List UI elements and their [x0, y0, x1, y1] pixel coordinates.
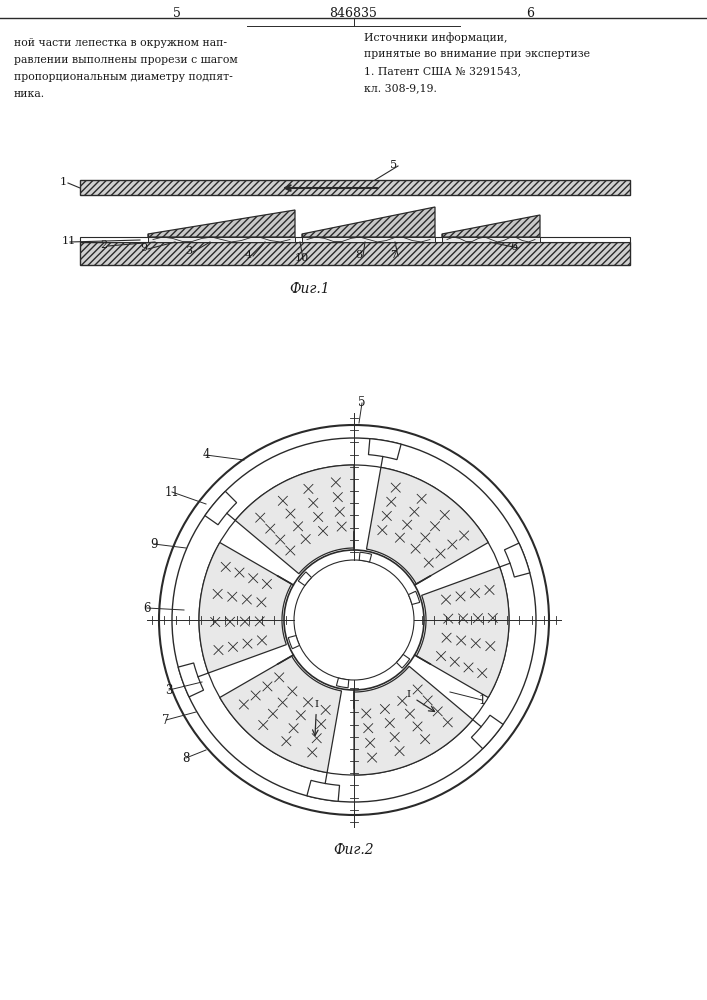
Text: 9: 9 [151, 538, 158, 550]
Polygon shape [148, 237, 295, 242]
Text: 5: 5 [173, 7, 181, 20]
Text: 6: 6 [510, 242, 517, 252]
Text: 2: 2 [100, 240, 107, 250]
Polygon shape [307, 780, 339, 801]
Text: 7: 7 [390, 250, 397, 260]
Text: Фиг.1: Фиг.1 [290, 282, 330, 296]
Text: I: I [407, 690, 411, 699]
Text: равлении выполнены прорези с шагом: равлении выполнены прорези с шагом [14, 55, 238, 65]
Text: 1. Патент США № 3291543,: 1. Патент США № 3291543, [363, 66, 520, 76]
Text: 8: 8 [355, 250, 362, 260]
Polygon shape [80, 242, 630, 265]
Text: 5: 5 [358, 396, 366, 410]
Polygon shape [409, 591, 420, 604]
Polygon shape [235, 465, 354, 574]
Polygon shape [178, 663, 204, 697]
Polygon shape [80, 237, 630, 242]
Text: I: I [315, 700, 319, 709]
Text: 4: 4 [202, 448, 210, 462]
Text: 7: 7 [162, 714, 170, 726]
Text: 9: 9 [140, 243, 147, 253]
Text: ника.: ника. [14, 89, 45, 99]
Polygon shape [337, 678, 349, 688]
Text: 3: 3 [185, 246, 192, 256]
Polygon shape [368, 439, 401, 460]
Text: ной части лепестка в окружном нап-: ной части лепестка в окружном нап- [14, 38, 227, 48]
Polygon shape [288, 636, 300, 649]
Polygon shape [354, 666, 473, 775]
Polygon shape [80, 180, 630, 195]
Polygon shape [442, 215, 540, 237]
Text: пропорциональным диаметру подпят-: пропорциональным диаметру подпят- [14, 72, 233, 82]
Text: 4: 4 [245, 250, 252, 260]
Text: 8: 8 [182, 752, 189, 764]
Text: 11: 11 [165, 486, 180, 498]
Text: Фиг.2: Фиг.2 [334, 843, 374, 857]
Text: 1: 1 [60, 177, 67, 187]
Text: 1: 1 [479, 694, 486, 706]
Polygon shape [359, 552, 372, 562]
Polygon shape [148, 210, 295, 237]
Polygon shape [505, 543, 530, 577]
Text: 6: 6 [526, 7, 534, 20]
Polygon shape [220, 656, 341, 773]
Text: принятые во внимание при экспертизе: принятые во внимание при экспертизе [363, 49, 590, 59]
Text: 11: 11 [62, 236, 76, 246]
Text: 10: 10 [295, 253, 309, 263]
Polygon shape [472, 715, 503, 749]
Text: 3: 3 [165, 684, 173, 696]
Polygon shape [442, 237, 540, 242]
Text: 846835: 846835 [329, 7, 378, 20]
Polygon shape [366, 467, 489, 584]
Polygon shape [302, 207, 435, 237]
Text: 6: 6 [144, 601, 151, 614]
Text: 5: 5 [390, 160, 397, 170]
Polygon shape [199, 542, 292, 673]
Polygon shape [205, 491, 237, 525]
Polygon shape [298, 572, 312, 586]
Text: Источники информации,: Источники информации, [363, 32, 507, 43]
Text: кл. 308-9,19.: кл. 308-9,19. [363, 83, 436, 93]
Polygon shape [416, 567, 509, 698]
Polygon shape [302, 237, 435, 242]
Polygon shape [397, 654, 409, 668]
